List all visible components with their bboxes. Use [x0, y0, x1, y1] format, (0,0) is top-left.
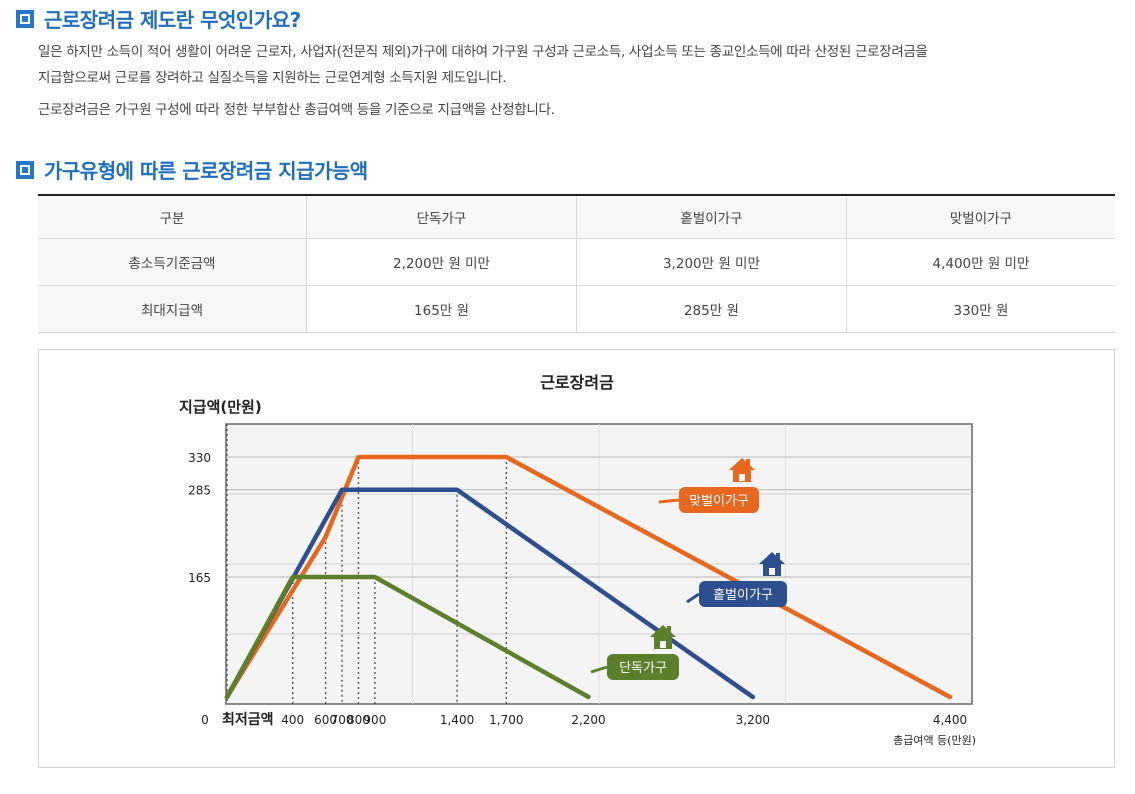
table-cell: 총소득기준금액: [38, 238, 307, 286]
x-tick-label: 700: [331, 713, 354, 727]
table-cell: 4,400만 원 미만: [845, 238, 1115, 286]
table-cell: 285만 원: [575, 285, 847, 333]
intro-line-1: 일은 하지만 소득이 적어 생활이 어려운 근로자, 사업자(전문직 제외)가구…: [38, 44, 928, 60]
section-title-text: 근로장려금 제도란 무엇인가요?: [44, 8, 301, 32]
y-tick-label: 285: [188, 484, 211, 498]
chart-guides: [226, 424, 508, 704]
table-header: 단독가구: [306, 195, 577, 239]
x-tick-label: 800: [347, 713, 370, 727]
house-icon-roof: [650, 625, 676, 637]
y-tick-label: 330: [188, 451, 211, 465]
label-box: [679, 487, 759, 513]
series-legend-label: 단독가구: [619, 661, 667, 676]
house-icon-roof: [759, 552, 785, 564]
chart-grid: [225, 423, 973, 705]
x-tick-label: 400: [281, 713, 304, 727]
house-icon-door: [739, 474, 745, 481]
series-label-bubble: 홑벌이가구: [686, 581, 787, 607]
label-pointer: [686, 592, 700, 604]
house-icon: [759, 552, 785, 576]
house-icon-door: [660, 641, 666, 648]
house-icon: [729, 458, 755, 482]
label-box: [699, 581, 787, 607]
x-tick-label: 0: [201, 713, 209, 727]
table-cell: 3,200만 원 미만: [575, 238, 847, 286]
series-legend-label: 맞벌이가구: [689, 494, 749, 509]
table-header: 홑벌이가구: [575, 195, 847, 239]
square-bullet-icon: [16, 9, 34, 28]
house-icon-roof: [729, 458, 755, 470]
chart-series: [224, 454, 953, 700]
series-line: [224, 454, 953, 700]
series-label-bubble: 단독가구: [590, 654, 679, 680]
section-title-1: 근로장려금 제도란 무엇인가요?: [16, 4, 301, 33]
square-bullet-icon: [16, 160, 34, 179]
table-header: 맞벌이가구: [845, 195, 1115, 239]
table-row: 최대지급액 165만 원 285만 원 330만 원: [38, 285, 1115, 333]
calc-paragraph: 근로장려금은 가구원 구성에 따라 정한 부부합산 총급여액 등을 기준으로 지…: [38, 102, 555, 118]
section-title-text: 가구유형에 따른 근로장려금 지급가능액: [44, 159, 368, 183]
intro-line-2: 지급함으로써 근로를 장려하고 실질소득을 지원하는 근로연계형 소득지원 제도…: [38, 70, 507, 86]
house-icon-door: [769, 568, 775, 575]
house-icon-chimney: [667, 626, 671, 633]
table-cell: 최대지급액: [38, 285, 307, 333]
table-row: 총소득기준금액 2,200만 원 미만 3,200만 원 미만 4,400만 원…: [38, 238, 1115, 286]
section-title-2: 가구유형에 따른 근로장려금 지급가능액: [16, 155, 368, 184]
x-tick-label: 4,400: [933, 713, 967, 727]
house-icon: [650, 625, 676, 649]
series-line: [224, 574, 591, 700]
x-tick-label: 2,200: [571, 713, 605, 727]
series-legend-label: 홑벌이가구: [713, 588, 773, 603]
x-tick-label: 600: [314, 713, 337, 727]
table-header-row: 구분 단독가구 홑벌이가구 맞벌이가구: [38, 195, 1115, 239]
chart-title: 근로장려금: [540, 373, 614, 392]
table-cell: 165만 원: [306, 285, 577, 333]
x-tick-label: 1,400: [440, 713, 474, 727]
x-axis-title: 총급여액 등(만원): [893, 734, 976, 747]
table-cell: 330만 원: [845, 285, 1115, 333]
series-label-bubble: 맞벌이가구: [658, 487, 759, 513]
house-icon-chimney: [746, 459, 750, 466]
house-icon-chimney: [776, 553, 780, 560]
chart-container: 165 285 330 0 400 600 700 800 900 1,400 1,700 2,200…: [38, 349, 1115, 768]
label-pointer: [658, 498, 680, 504]
table-cell: 2,200만 원 미만: [306, 238, 577, 286]
y-axis-title: 지급액(만원): [179, 398, 262, 416]
table-header: 구분: [38, 195, 307, 239]
eligibility-table: 구분 단독가구 홑벌이가구 맞벌이가구 총소득기준금액 2,200만 원 미만 …: [38, 194, 1115, 333]
x-tick-label: 900: [363, 713, 386, 727]
intro-paragraph: 일은 하지만 소득이 적어 생활이 어려운 근로자, 사업자(전문직 제외)가구…: [38, 39, 1118, 91]
y-tick-label: 165: [188, 571, 211, 585]
x-tick-label: 1,700: [489, 713, 523, 727]
label-pointer: [590, 665, 608, 674]
label-box: [607, 654, 679, 680]
x-tick-label: 3,200: [736, 713, 770, 727]
min-amount-label: 최저금액: [222, 711, 274, 728]
